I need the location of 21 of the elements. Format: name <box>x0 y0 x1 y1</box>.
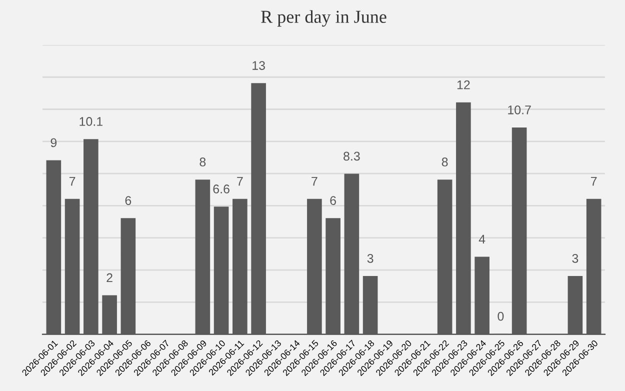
data-label: 8 <box>200 158 206 166</box>
data-label: 6 <box>125 196 132 205</box>
data-label: 7 <box>590 176 597 186</box>
data-label: 10.1 <box>80 117 102 126</box>
data-label: 8 <box>442 158 448 166</box>
data-label: 2 <box>106 273 112 282</box>
data-label: 7 <box>312 176 318 186</box>
data-label: 13 <box>252 61 265 70</box>
data-label: 10.7 <box>508 105 531 114</box>
data-label: 0 <box>498 312 504 321</box>
data-label: 4 <box>478 234 486 244</box>
data-label: 3 <box>572 254 578 263</box>
data-label: 6.6 <box>213 184 230 194</box>
data-label: 9 <box>50 138 57 148</box>
chart-title: R per day in June <box>261 10 386 27</box>
data-label: 12 <box>457 80 470 90</box>
data-label: 3 <box>367 254 374 263</box>
data-label: 6 <box>330 196 336 205</box>
data-label: 8.3 <box>344 152 360 161</box>
data-label: 7 <box>237 176 243 186</box>
data-label: 7 <box>69 176 76 186</box>
